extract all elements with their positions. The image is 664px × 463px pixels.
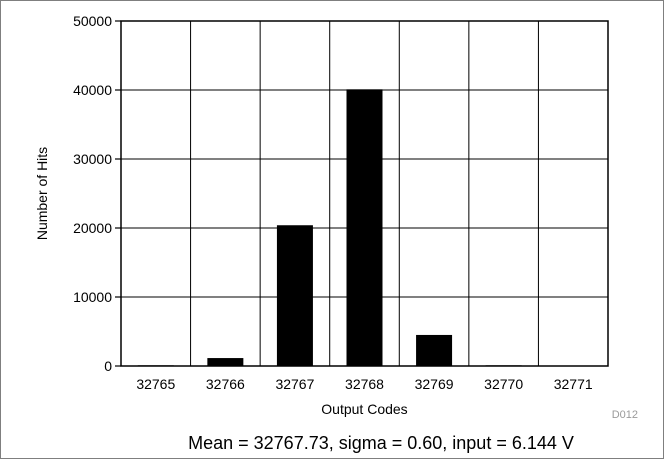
x-tick-label: 32765 <box>136 376 175 392</box>
y-tick-label: 50000 <box>73 13 112 29</box>
y-tick-label: 10000 <box>73 289 112 305</box>
x-tick-label: 32771 <box>554 376 593 392</box>
x-tick-label: 32770 <box>484 376 523 392</box>
figure-id-label: D012 <box>612 409 638 421</box>
x-axis-label: Output Codes <box>321 401 407 417</box>
x-tick-labels: 32765 32766 32767 32768 32769 32770 32771 <box>136 376 593 392</box>
y-tick-label: 30000 <box>73 151 112 167</box>
y-tick-label: 0 <box>104 358 112 374</box>
statistics-caption: Mean = 32767.73, sigma = 0.60, input = 6… <box>188 433 574 453</box>
y-tick-label: 20000 <box>73 220 112 236</box>
x-tick-label: 32767 <box>275 376 314 392</box>
x-tick-label: 32768 <box>345 376 384 392</box>
x-tick-label: 32769 <box>415 376 454 392</box>
bar-32766 <box>207 358 243 366</box>
x-tick-label: 32766 <box>206 376 245 392</box>
bar-32767 <box>277 225 313 366</box>
bar-32769 <box>416 335 452 366</box>
y-tick-labels: 0 10000 20000 30000 40000 50000 <box>73 13 121 374</box>
y-tick-label: 40000 <box>73 82 112 98</box>
y-axis-label: Number of Hits <box>34 147 50 240</box>
bar-32768 <box>347 89 383 366</box>
